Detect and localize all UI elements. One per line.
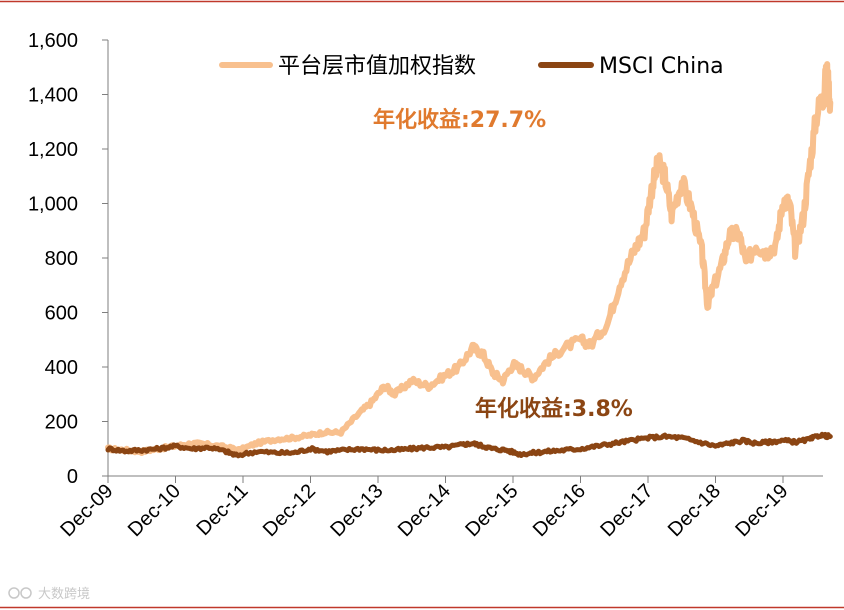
watermark: 大数跨境: [8, 587, 90, 602]
legend: 平台层市值加权指数 MSCI China: [219, 54, 724, 79]
y-tick-label: 0: [67, 466, 78, 488]
x-axis-ticks: Dec-09 Dec-10 Dec-11 Dec-12 Dec-13 Dec-14 Dec-…: [56, 476, 793, 541]
x-tick-label: Dec-16: [529, 480, 590, 541]
watermark-text: 大数跨境: [38, 587, 90, 602]
y-tick-label: 1,200: [28, 139, 78, 161]
legend-label-msci-china: MSCI China: [599, 54, 724, 79]
x-tick-label: Dec-13: [326, 480, 387, 541]
y-tick-label: 200: [45, 412, 78, 434]
y-tick-label: 1,400: [28, 85, 78, 107]
y-tick-label: 600: [45, 303, 78, 325]
series-line-msci-china: [105, 431, 833, 459]
x-tick-label: Dec-10: [124, 480, 185, 541]
series-line-platform-index: [105, 61, 834, 456]
annotation-msci-return: 年化收益:3.8%: [475, 396, 633, 422]
x-tick-label: Dec-11: [192, 480, 252, 540]
x-tick-label: Dec-14: [394, 480, 455, 541]
legend-label-platform-index: 平台层市值加权指数: [278, 54, 476, 79]
annotation-platform-return: 年化收益:27.7%: [373, 107, 546, 133]
y-axis-ticks: 0 200 400 600 800 1,000 1,200 1,400 1,600: [28, 30, 108, 488]
x-tick-label: Dec-12: [259, 480, 320, 541]
x-tick-label: Dec-09: [56, 480, 117, 541]
y-tick-label: 400: [45, 357, 78, 379]
x-tick-label: Dec-17: [596, 480, 657, 541]
x-tick-label: Dec-18: [664, 480, 725, 541]
x-tick-label: Dec-15: [461, 480, 522, 541]
y-tick-label: 1,600: [28, 30, 78, 52]
y-tick-label: 800: [45, 248, 78, 270]
watermark-logo-icon: [8, 587, 20, 599]
y-tick-label: 1,000: [28, 194, 78, 216]
x-tick-label: Dec-19: [731, 480, 792, 541]
watermark-logo-icon-2: [20, 587, 32, 599]
